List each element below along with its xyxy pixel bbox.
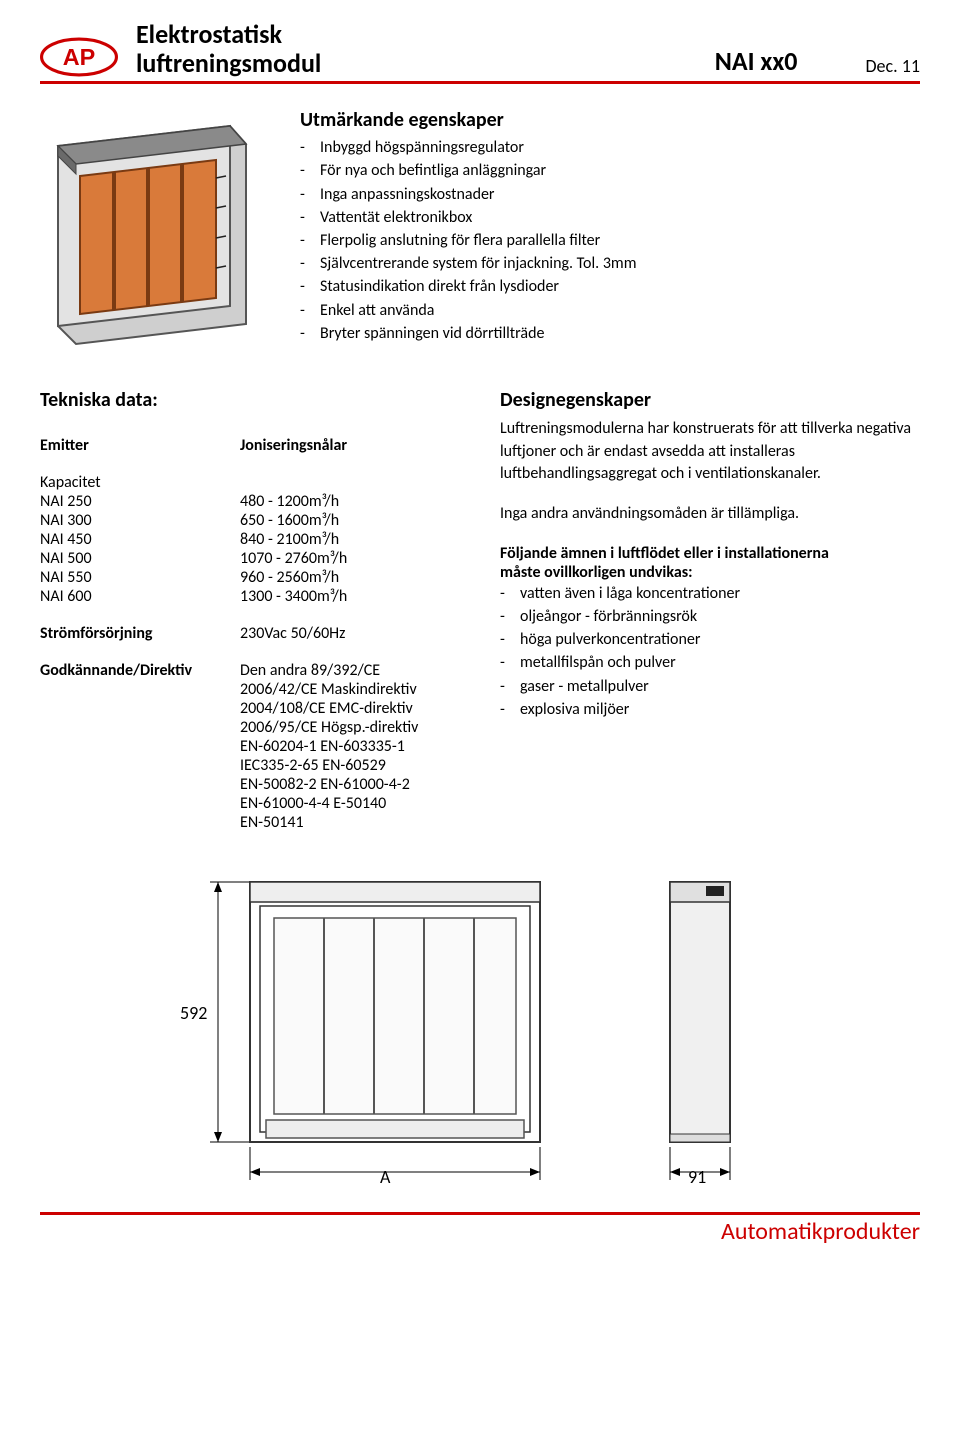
design-heading: Designegenskaper (500, 388, 920, 412)
dim-depth: 91 (688, 1166, 706, 1188)
brand-logo: AP (40, 37, 118, 77)
feature-item: Bryter spänningen vid dörrtillträde (320, 322, 920, 345)
approval-line: EN-60204-1 EN-603335-1 (240, 737, 460, 756)
avoid-item: metallfilspån och pulver (520, 651, 920, 674)
design-para1: Luftreningsmodulerna har konstruerats fö… (500, 418, 920, 485)
approval-line: EN-50141 (240, 813, 460, 832)
feature-item: Vattentät elektronikbox (320, 206, 920, 229)
approval-values: Den andra 89/392/CE 2006/42/CE Maskindir… (240, 661, 460, 832)
dim-width: A (380, 1166, 390, 1188)
avoid-list: vatten även i låga koncentrationer oljeå… (500, 582, 920, 721)
approval-line: IEC335-2-65 EN-60529 (240, 756, 460, 775)
front-view-drawing: 592 A (190, 862, 570, 1192)
emitter-value: Joniseringsnålar (240, 436, 460, 455)
avoid-heading-line2: måste ovillkorligen undvikas: (500, 563, 920, 582)
avoid-item: gaser - metallpulver (520, 675, 920, 698)
capacity-row: NAI 5001070 - 2760m³/h (40, 549, 460, 568)
dimension-drawings: 592 A 91 (40, 862, 920, 1192)
capacity-row: NAI 450840 - 2100m³/h (40, 530, 460, 549)
doc-title: Elektrostatisk luftreningsmodul (136, 20, 697, 77)
capacity-label: Kapacitet (40, 473, 240, 492)
design-para2: Inga andra användningsomåden är tillämpl… (500, 503, 920, 525)
document-header: AP Elektrostatisk luftreningsmodul NAI x… (40, 20, 920, 84)
page-footer: Automatikprodukter (40, 1212, 920, 1246)
feature-item: Enkel att använda (320, 299, 920, 322)
approval-line: Den andra 89/392/CE (240, 661, 460, 680)
feature-item: Inbyggd högspänningsregulator (320, 136, 920, 159)
power-row: Strömförsörjning 230Vac 50/60Hz (40, 624, 460, 643)
mid-section: Tekniska data: Emitter Joniseringsnålar … (40, 388, 920, 832)
approval-line: EN-61000-4-4 E-50140 (240, 794, 460, 813)
avoid-item: vatten även i låga koncentrationer (520, 582, 920, 605)
side-view-drawing: 91 (630, 862, 770, 1192)
capacity-row: NAI 6001300 - 3400m³/h (40, 587, 460, 606)
approval-line: 2006/95/CE Högsp.-direktiv (240, 718, 460, 737)
power-label: Strömförsörjning (40, 624, 240, 643)
power-value: 230Vac 50/60Hz (240, 624, 460, 643)
design-column: Designegenskaper Luftreningsmodulerna ha… (500, 388, 920, 832)
feature-item: Inga anpassningskostnader (320, 183, 920, 206)
title-line2: luftreningsmodul (136, 47, 321, 79)
doc-date: Dec. 11 (865, 55, 920, 77)
avoid-item: höga pulverkoncentrationer (520, 628, 920, 651)
emitter-row: Emitter Joniseringsnålar (40, 436, 460, 455)
feature-item: Statusindikation direkt från lysdioder (320, 275, 920, 298)
model-number: NAI xx0 (715, 45, 798, 77)
emitter-label: Emitter (40, 436, 240, 455)
approval-line: 2004/108/CE EMC-direktiv (240, 699, 460, 718)
avoid-item: explosiva miljöer (520, 698, 920, 721)
approval-label: Godkännande/Direktiv (40, 661, 240, 832)
feature-item: För nya och befintliga anläggningar (320, 159, 920, 182)
tech-heading: Tekniska data: (40, 388, 460, 412)
approval-line: 2006/42/CE Maskindirektiv (240, 680, 460, 699)
feature-item: Självcentrerande system för injackning. … (320, 252, 920, 275)
dim-height: 592 (180, 1002, 207, 1024)
features-block: Utmärkande egenskaper Inbyggd högspännin… (300, 108, 920, 348)
avoid-item: oljeångor - förbränningsrök (520, 605, 920, 628)
avoid-heading-line1: Följande ämnen i luftflödet eller i inst… (500, 544, 920, 563)
approval-row: Godkännande/Direktiv Den andra 89/392/CE… (40, 661, 460, 832)
approval-line: EN-50082-2 EN-61000-4-2 (240, 775, 460, 794)
feature-item: Flerpolig anslutning för flera parallell… (320, 229, 920, 252)
features-list: Inbyggd högspänningsregulator För nya oc… (300, 136, 920, 345)
features-heading: Utmärkande egenskaper (300, 108, 920, 132)
footer-brand: Automatikprodukter (721, 1217, 920, 1246)
capacity-row: NAI 300650 - 1600m³/h (40, 511, 460, 530)
capacity-row: NAI 550960 - 2560m³/h (40, 568, 460, 587)
title-line1: Elektrostatisk (136, 18, 282, 50)
product-render (40, 108, 260, 348)
capacity-header: Kapacitet (40, 473, 460, 492)
top-section: Utmärkande egenskaper Inbyggd högspännin… (40, 108, 920, 348)
tech-data-column: Tekniska data: Emitter Joniseringsnålar … (40, 388, 460, 832)
svg-text:AP: AP (63, 44, 96, 70)
capacity-row: NAI 250480 - 1200m³/h (40, 492, 460, 511)
